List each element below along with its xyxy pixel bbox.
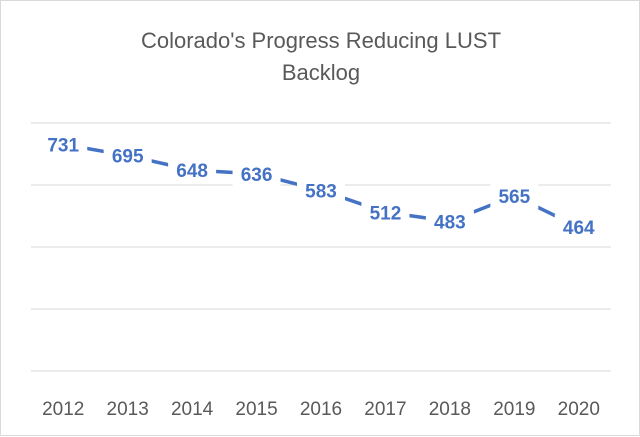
data-label-background — [554, 214, 603, 241]
x-tick-label: 2019 — [493, 399, 535, 420]
data-label-background — [425, 208, 474, 235]
data-label: 731 — [47, 135, 79, 156]
x-tick-label: 2014 — [171, 399, 214, 420]
data-label: 483 — [434, 212, 466, 233]
data-label: 636 — [241, 165, 273, 186]
data-label: 464 — [563, 218, 595, 239]
x-tick-label: 2016 — [300, 399, 342, 420]
data-label: 583 — [305, 181, 337, 202]
data-label-background — [232, 160, 281, 187]
x-tick-label: 2017 — [364, 399, 406, 420]
chart-title: Colorado's Progress Reducing LUST Backlo… — [1, 25, 640, 89]
data-label: 565 — [498, 187, 530, 208]
data-label-background — [168, 157, 217, 184]
x-tick-label: 2012 — [42, 399, 84, 420]
data-label-background — [490, 182, 539, 209]
x-tick-label: 2013 — [107, 399, 149, 420]
data-label: 695 — [112, 147, 144, 168]
data-label-background — [103, 142, 152, 169]
data-label-background — [361, 199, 410, 226]
data-label: 512 — [370, 203, 402, 224]
chart-title-line-1: Colorado's Progress Reducing LUST — [140, 28, 502, 53]
x-tick-label: 2020 — [558, 399, 600, 420]
data-label-background — [39, 131, 88, 158]
data-label-background — [297, 177, 345, 204]
x-tick-label: 2015 — [235, 399, 277, 420]
data-label: 648 — [176, 161, 208, 182]
x-tick-label: 2018 — [429, 399, 471, 420]
chart-title-line-2: Backlog — [281, 60, 361, 85]
